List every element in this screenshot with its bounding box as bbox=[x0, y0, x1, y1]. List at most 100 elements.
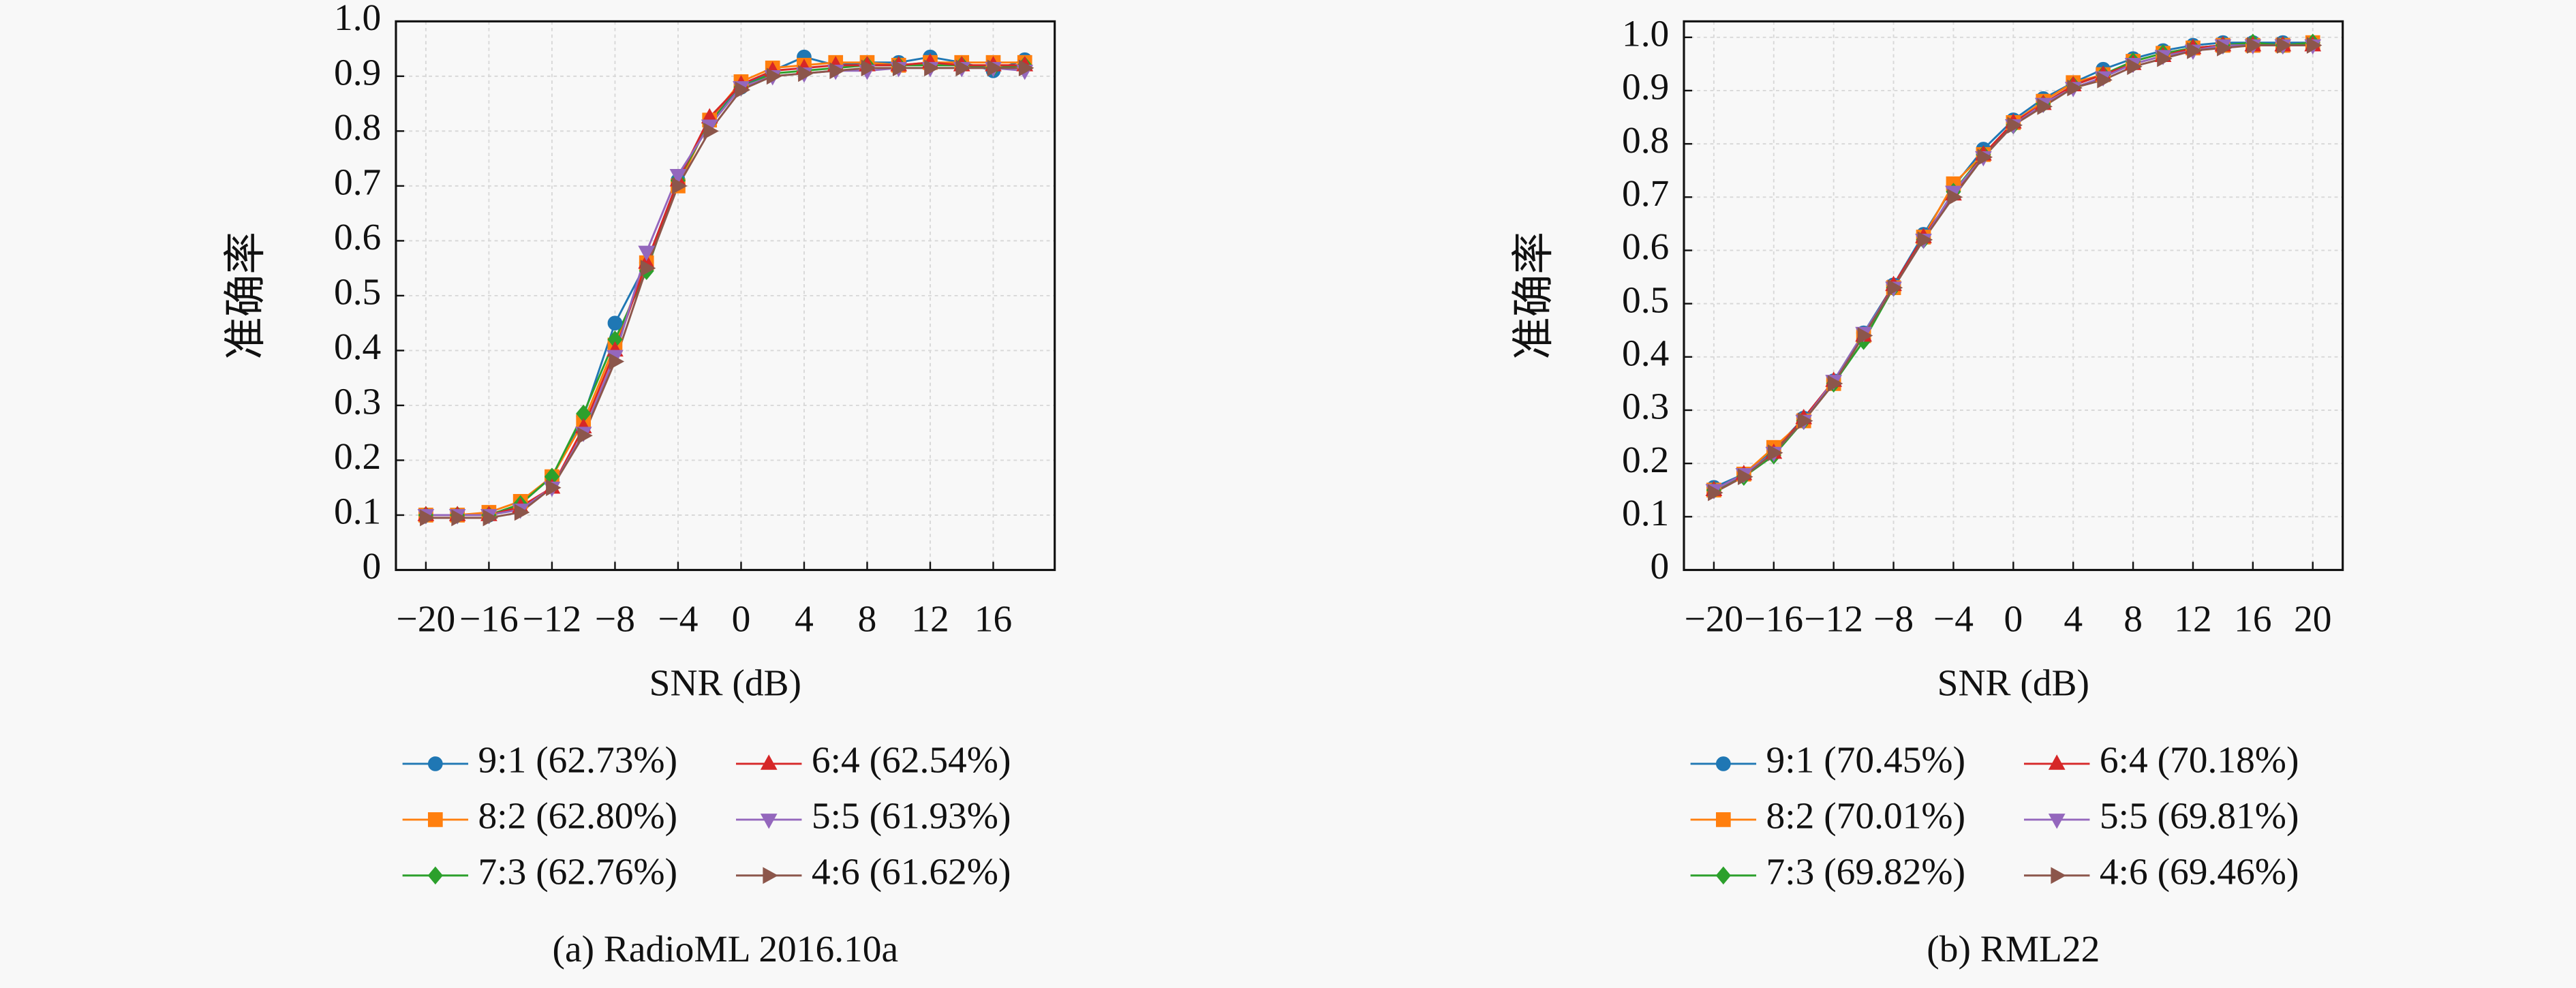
x-axis-label: SNR (dB) bbox=[1937, 662, 2089, 703]
y-tick-label: 1.0 bbox=[1622, 13, 1669, 55]
x-tick-label: −4 bbox=[1933, 598, 1974, 639]
x-axis-label: SNR (dB) bbox=[649, 662, 801, 703]
point bbox=[1827, 375, 1843, 392]
point bbox=[420, 509, 435, 527]
point bbox=[1767, 444, 1783, 461]
x-tick-label: −4 bbox=[658, 598, 698, 639]
plot-area bbox=[1683, 21, 2343, 570]
x-tick-label: −16 bbox=[459, 598, 519, 639]
y-tick-label: 0.2 bbox=[334, 435, 381, 477]
y-axis-label: 准确率 bbox=[1508, 232, 1558, 360]
y-tick-label: 0.6 bbox=[1622, 226, 1669, 267]
caption: (a) RadioML 2016.10a bbox=[553, 928, 899, 970]
point bbox=[798, 65, 814, 82]
legend-marker bbox=[427, 812, 443, 827]
x-tick-label: 4 bbox=[2064, 598, 2083, 639]
y-tick-label: 1.0 bbox=[334, 0, 381, 38]
y-tick-label: 0 bbox=[363, 545, 382, 587]
y-tick-label: 0.9 bbox=[334, 52, 381, 93]
point bbox=[1797, 412, 1813, 429]
point bbox=[987, 59, 1003, 77]
point bbox=[1738, 468, 1753, 486]
legend-label: 5:5 (61.93%) bbox=[812, 795, 1011, 837]
point bbox=[2217, 40, 2233, 57]
point bbox=[609, 353, 625, 370]
y-tick-label: 0.2 bbox=[1622, 439, 1669, 480]
y-tick-label: 0.1 bbox=[334, 491, 381, 532]
legend-marker bbox=[1715, 866, 1731, 885]
legend-marker bbox=[2051, 867, 2066, 884]
y-tick-label: 0.1 bbox=[1622, 492, 1669, 534]
x-tick-label: 12 bbox=[2174, 598, 2211, 639]
legend-marker bbox=[760, 814, 778, 829]
x-tick-label: −12 bbox=[523, 598, 582, 639]
legend-label: 8:2 (70.01%) bbox=[1766, 795, 1966, 837]
legend-marker bbox=[1715, 756, 1731, 771]
point bbox=[669, 168, 687, 185]
x-tick-label: 8 bbox=[2123, 598, 2143, 639]
point bbox=[703, 123, 719, 140]
point bbox=[546, 479, 562, 497]
point bbox=[2187, 42, 2203, 59]
legend-label: 7:3 (62.76%) bbox=[478, 851, 678, 893]
point bbox=[451, 509, 467, 527]
x-tick-label: 16 bbox=[2234, 598, 2271, 639]
point bbox=[482, 509, 499, 527]
point bbox=[735, 81, 751, 99]
legend-marker bbox=[427, 756, 443, 771]
point bbox=[1887, 279, 1903, 296]
point bbox=[2127, 58, 2143, 76]
point bbox=[861, 59, 877, 77]
x-tick-label: 0 bbox=[2004, 598, 2023, 639]
point bbox=[2157, 50, 2173, 67]
point bbox=[2037, 98, 2053, 115]
point bbox=[1018, 59, 1034, 77]
legend-label: 6:4 (62.54%) bbox=[812, 739, 1011, 781]
legend-label: 7:3 (69.82%) bbox=[1766, 851, 1966, 893]
point bbox=[2247, 37, 2263, 54]
point bbox=[2007, 117, 2023, 134]
y-tick-label: 0.4 bbox=[334, 326, 381, 367]
y-tick-label: 0.3 bbox=[334, 381, 381, 422]
point bbox=[1857, 327, 1873, 344]
y-tick-label: 0.8 bbox=[1622, 119, 1669, 161]
axes-frame bbox=[395, 20, 1056, 572]
x-tick-label: 20 bbox=[2294, 598, 2331, 639]
point bbox=[2067, 79, 2083, 97]
legend-label: 5:5 (69.81%) bbox=[2100, 795, 2299, 837]
x-tick-label: 4 bbox=[795, 598, 814, 639]
point bbox=[2276, 37, 2293, 54]
point bbox=[638, 245, 656, 262]
point bbox=[1947, 188, 1963, 206]
x-tick-label: −8 bbox=[595, 598, 635, 639]
x-tick-label: −12 bbox=[1804, 598, 1863, 639]
legend-marker bbox=[763, 867, 778, 884]
legend-label: 9:1 (62.73%) bbox=[478, 739, 678, 781]
y-tick-label: 0.7 bbox=[334, 161, 381, 203]
legend-label: 4:6 (61.62%) bbox=[812, 851, 1011, 893]
caption: (b) RML22 bbox=[1927, 928, 2100, 970]
point bbox=[1917, 231, 1933, 249]
point bbox=[1977, 149, 1993, 166]
y-tick-label: 0.4 bbox=[1622, 333, 1669, 374]
y-axis-label: 准确率 bbox=[220, 232, 270, 360]
point bbox=[829, 62, 845, 80]
point bbox=[514, 504, 530, 521]
legend-label: 8:2 (62.80%) bbox=[478, 795, 678, 837]
y-tick-label: 0.6 bbox=[334, 216, 381, 258]
x-tick-label: −8 bbox=[1873, 598, 1914, 639]
axes-frame bbox=[1683, 20, 2344, 572]
point bbox=[577, 427, 593, 444]
legend-label: 6:4 (70.18%) bbox=[2100, 739, 2299, 781]
x-tick-label: 8 bbox=[858, 598, 877, 639]
point bbox=[607, 315, 623, 331]
x-tick-label: 12 bbox=[911, 598, 949, 639]
legend-label: 9:1 (70.45%) bbox=[1766, 739, 1966, 781]
y-tick-label: 0.5 bbox=[1622, 279, 1669, 320]
legend-marker bbox=[2048, 754, 2066, 770]
point bbox=[2097, 71, 2113, 89]
y-tick-label: 0.9 bbox=[1622, 66, 1669, 108]
legend-marker bbox=[1715, 812, 1731, 827]
